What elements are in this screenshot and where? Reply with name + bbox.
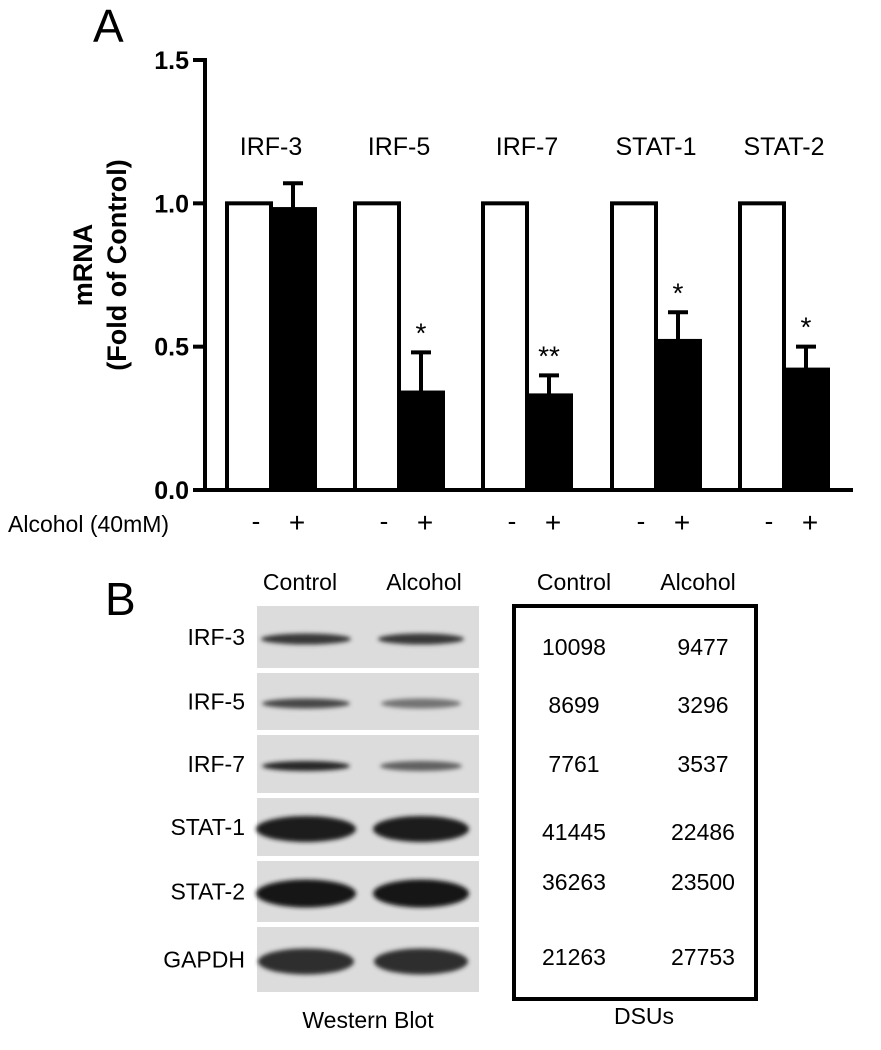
blot-row-label: IRF-5 [188, 689, 246, 715]
chart-bars [225, 201, 830, 493]
bar-alcohol [397, 390, 445, 492]
blot-row-label: STAT-2 [170, 879, 245, 905]
treatment-minus: - [252, 506, 261, 536]
dsu-control-value: 41445 [542, 819, 606, 845]
band-alcohol [373, 879, 469, 908]
y-tick-label: 1.5 [154, 47, 189, 75]
bar-control [610, 201, 658, 492]
category-label: STAT-2 [743, 133, 824, 161]
band-alcohol [373, 816, 469, 842]
bar-control [738, 201, 786, 492]
category-label: STAT-1 [615, 133, 696, 161]
blot-row-label: GAPDH [163, 947, 245, 973]
chart-treatment-signs: - + - + - + - + - + [252, 506, 819, 538]
band-control [262, 761, 350, 771]
treatment-plus: + [802, 507, 818, 538]
blot-row-label: IRF-3 [188, 624, 246, 650]
bar-alcohol [654, 338, 702, 492]
band-alcohol [378, 633, 464, 645]
band-alcohol [374, 948, 468, 975]
panel-b-letter: B [105, 573, 136, 625]
treatment-minus: - [637, 506, 646, 536]
band-alcohol [381, 698, 461, 709]
treatment-plus: + [545, 507, 561, 538]
band-control [258, 948, 354, 975]
band-control [256, 816, 356, 842]
treatment-plus: + [289, 507, 305, 538]
significance-mark: * [416, 317, 427, 348]
treatment-plus: + [417, 507, 433, 538]
bar-control [481, 201, 529, 492]
blot-row-label: STAT-1 [170, 814, 245, 840]
significance-mark: ** [538, 340, 560, 371]
bar-control [353, 201, 401, 492]
bar-alcohol [525, 393, 573, 492]
dsu-control-value: 21263 [542, 944, 606, 970]
blot-column-alcohol: Alcohol [386, 569, 461, 595]
bar-alcohol [782, 367, 830, 493]
significance-mark: * [673, 277, 684, 308]
panel-a-letter: A [93, 0, 124, 52]
dsu-alcohol-value: 3296 [677, 692, 728, 718]
dsu-alcohol-value: 23500 [671, 869, 735, 895]
bar-chart: IRF-3 IRF-5 IRF-7 STAT-1 STAT-2 ***** 0.00.5… [154, 47, 853, 538]
y-tick-label: 1.0 [154, 190, 189, 218]
bar-control [225, 201, 273, 492]
dsu-control-value: 36263 [542, 869, 606, 895]
chart-category-labels: IRF-3 IRF-5 IRF-7 STAT-1 STAT-2 [240, 133, 825, 161]
dsu-column-alcohol: Alcohol [660, 569, 735, 595]
treatment-minus: - [380, 506, 389, 536]
chart-significance-marks: ***** [416, 277, 812, 371]
dsu-caption: DSUs [614, 1003, 674, 1029]
dsu-table-frame [512, 604, 758, 1001]
category-label: IRF-3 [240, 133, 303, 161]
dsu-alcohol-value: 27753 [671, 944, 735, 970]
treatment-minus: - [508, 506, 517, 536]
dsu-alcohol-value: 9477 [677, 634, 728, 660]
treatment-label: Alcohol (40mM) [8, 511, 169, 537]
dsu-control-value: 8699 [548, 692, 599, 718]
treatment-plus: + [674, 507, 690, 538]
category-label: IRF-7 [496, 133, 559, 161]
bar-alcohol [269, 207, 317, 492]
dsu-column-control: Control [537, 569, 611, 595]
significance-mark: * [801, 312, 812, 343]
dsu-table: 10098 9477 8699 3296 7761 3537 41445 22486 36263… [542, 634, 735, 970]
western-blot: IRF-3 IRF-5 IRF-7 STAT-1 STAT-2 GAPDH [163, 606, 479, 992]
chart-error-bars [283, 181, 816, 396]
y-axis-label-line2: (Fold of Control) [102, 159, 132, 370]
y-tick-label: 0.5 [154, 334, 189, 362]
category-label: IRF-5 [368, 133, 431, 161]
blot-caption: Western Blot [302, 1007, 434, 1033]
y-axis-label-line1: mRNA [68, 224, 98, 307]
chart-y-tick-labels: 0.0 0.5 1.0 1.5 [154, 47, 189, 505]
band-control [262, 698, 350, 709]
dsu-control-value: 7761 [548, 751, 599, 777]
dsu-control-value: 10098 [542, 634, 606, 660]
band-control [256, 879, 356, 908]
band-control [261, 633, 351, 645]
y-tick-label: 0.0 [154, 477, 189, 505]
blot-row-label: IRF-7 [188, 751, 246, 777]
treatment-minus: - [765, 506, 774, 536]
dsu-alcohol-value: 22486 [671, 819, 735, 845]
blot-column-control: Control [263, 569, 337, 595]
band-alcohol [380, 761, 462, 771]
dsu-alcohol-value: 3537 [677, 751, 728, 777]
